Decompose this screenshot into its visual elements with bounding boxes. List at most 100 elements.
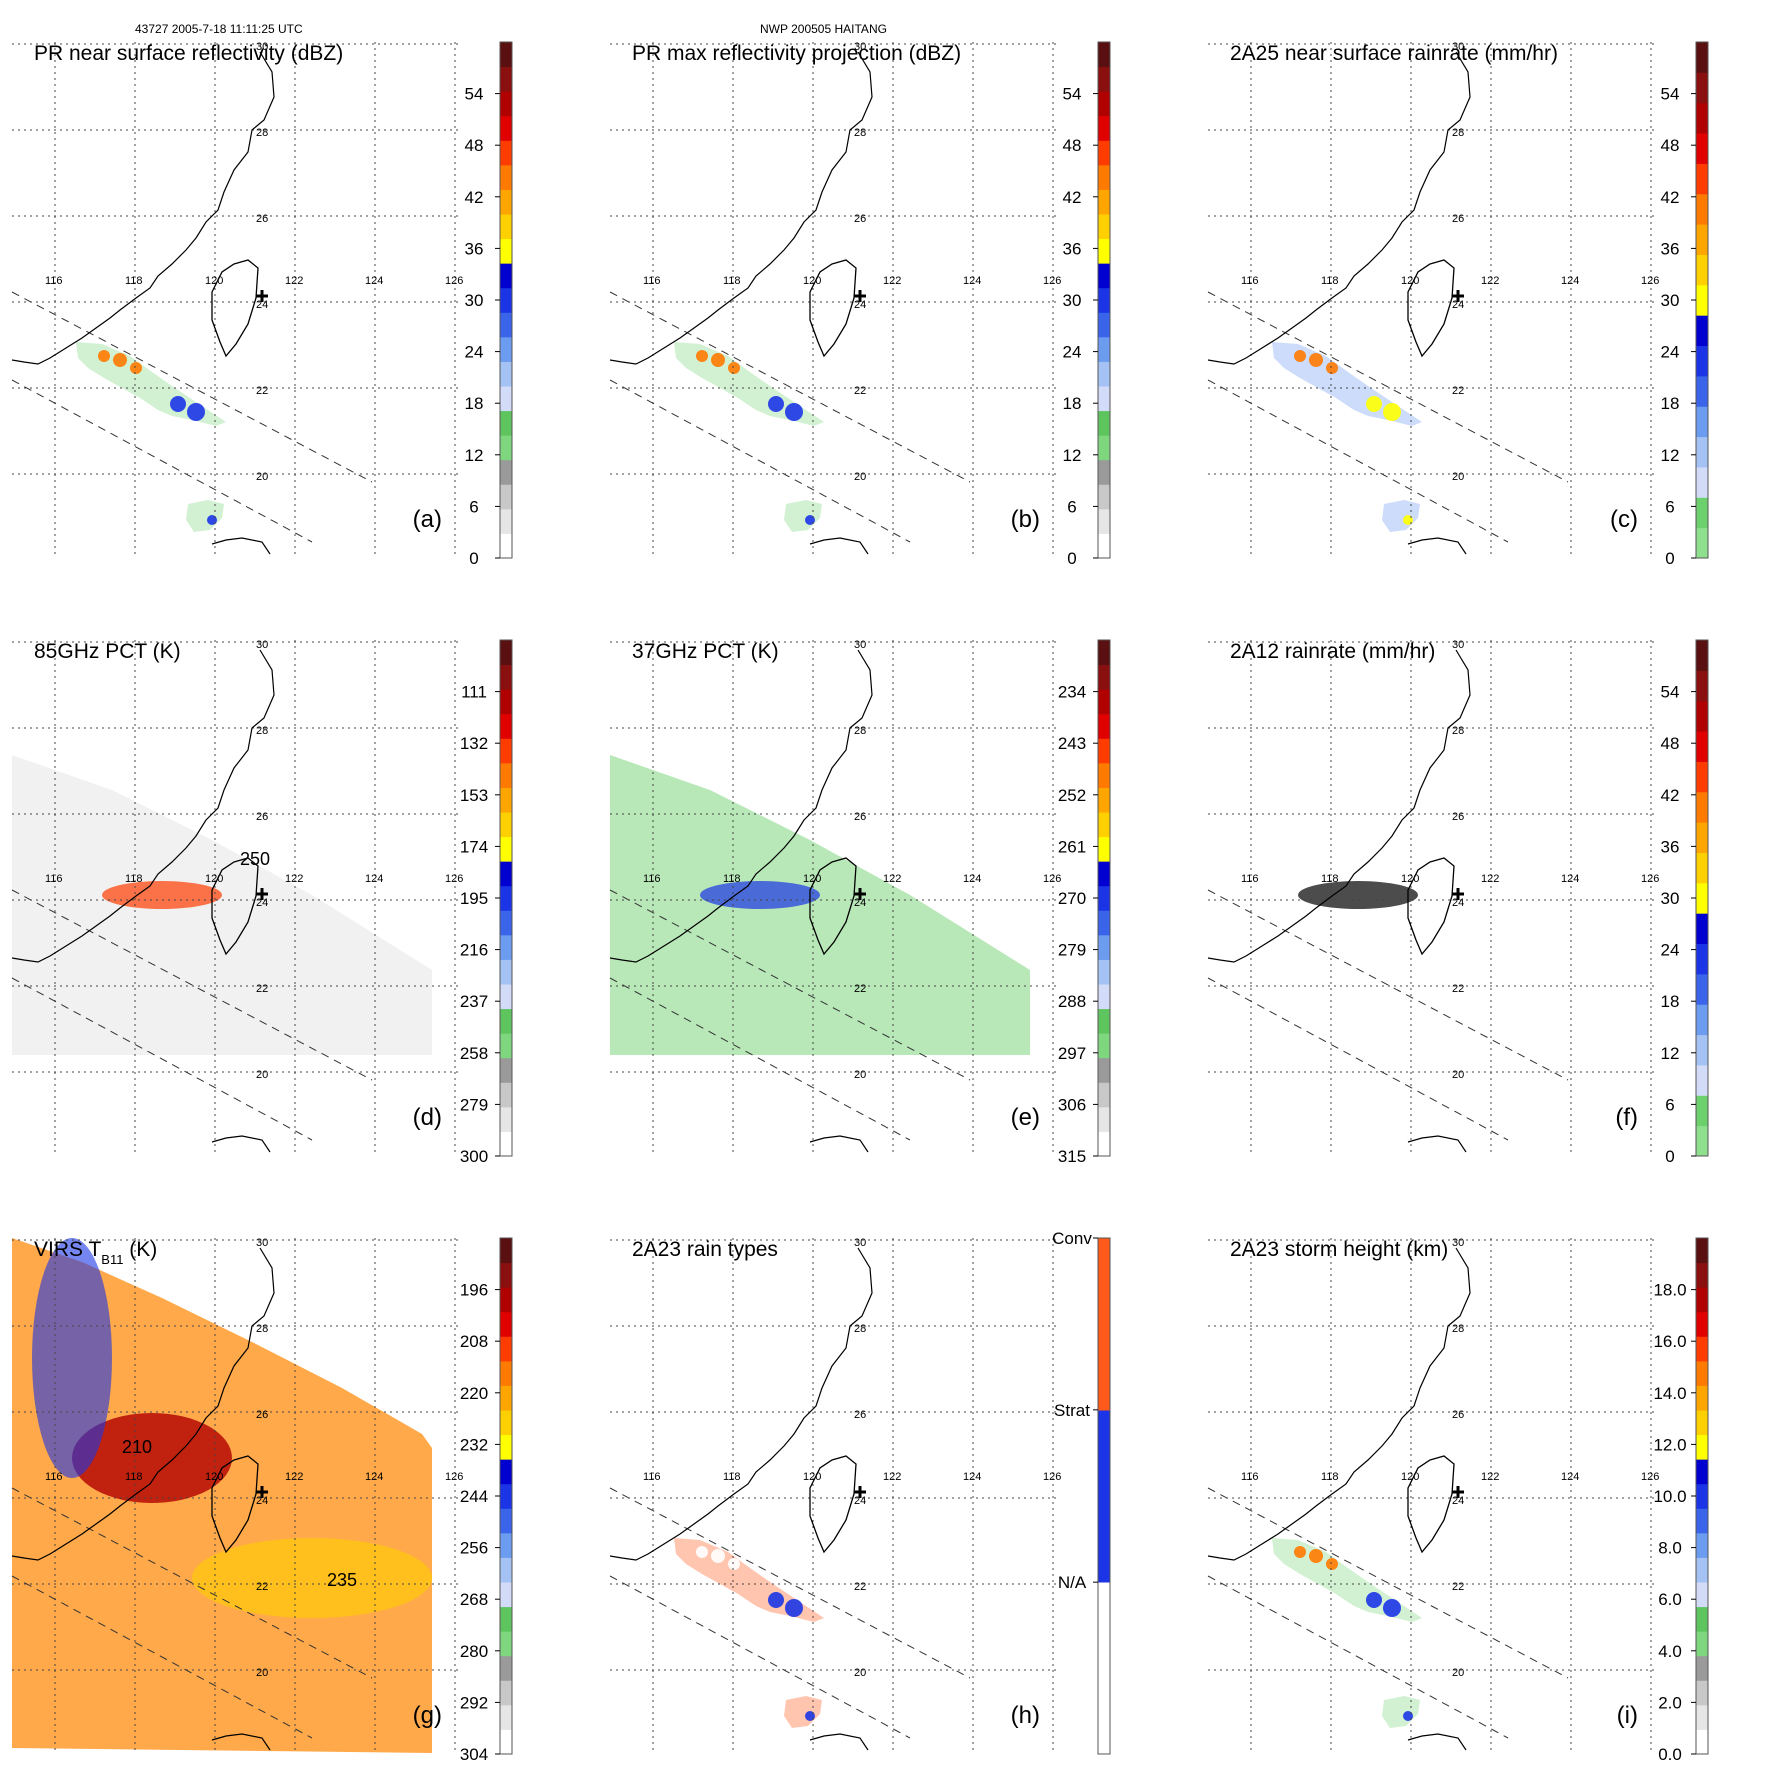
colorbar-tick-label: 14.0 — [1653, 1384, 1686, 1403]
colorbar-frame — [1097, 1237, 1111, 1755]
lat-label: 26 — [1452, 811, 1464, 823]
colorbar-tick-label: 288 — [1058, 992, 1086, 1011]
colorbar-segment — [500, 533, 512, 559]
luzon-coastline — [809, 1135, 869, 1153]
precip-swath — [784, 1696, 822, 1728]
colorbar-tick-label: 18 — [465, 394, 484, 413]
colorbar-tick-label: 111 — [461, 683, 487, 702]
lon-label: 120 — [205, 873, 223, 885]
colorbar-segment — [500, 1606, 512, 1632]
lon-label: 118 — [1321, 275, 1339, 287]
lon-label: 116 — [45, 873, 63, 885]
colorbar-segment — [500, 836, 512, 862]
colorbar-tick-label: 280 — [460, 1642, 488, 1661]
colorbar: 0 6 12 18 24 30 36 42 48 54 — [465, 41, 513, 568]
lon-label: 118 — [125, 873, 143, 885]
colorbar-tick-label: 54 — [465, 85, 484, 104]
lon-label: 126 — [1043, 1471, 1061, 1483]
colorbar-tick-label: 10.0 — [1653, 1487, 1686, 1506]
colorbar-segment — [1696, 42, 1708, 73]
lon-label: 124 — [963, 1471, 981, 1483]
lat-label: 30 — [1452, 639, 1464, 651]
colorbar-segment — [1098, 1033, 1110, 1059]
precip-core — [1294, 1546, 1306, 1558]
colorbar: 0 6 12 18 24 30 36 42 48 54 — [1661, 639, 1709, 1166]
colorbar-segment — [1696, 1125, 1708, 1157]
precip-swath — [1382, 500, 1420, 532]
contour-label: 250 — [240, 849, 270, 869]
colorbar-tick-label: 54 — [1063, 85, 1082, 104]
convective-band — [1298, 881, 1418, 909]
colorbar-tick-label: 0.0 — [1658, 1745, 1682, 1764]
taiwan-outline — [809, 259, 857, 358]
header-center: NWP 200505 HAITANG — [760, 22, 887, 36]
colorbar-segment — [1696, 1459, 1708, 1485]
lon-label: 122 — [285, 873, 303, 885]
taiwan-outline — [1407, 857, 1455, 956]
lat-label: 22 — [1452, 1581, 1464, 1593]
colorbar-segment — [1098, 762, 1110, 788]
lat-label: 28 — [1452, 725, 1464, 737]
colorbar-segment — [500, 115, 512, 141]
colorbar-segment — [1696, 527, 1708, 559]
colorbar-segment — [500, 91, 512, 117]
lon-label: 124 — [365, 275, 383, 287]
colorbar-segment — [1098, 713, 1110, 739]
lat-lon-grid — [610, 640, 1060, 1155]
colorbar-tick-label: 42 — [1661, 188, 1680, 207]
lat-label: 28 — [256, 1323, 268, 1335]
colorbar-segment — [1696, 1557, 1708, 1583]
lon-label: 122 — [1481, 1471, 1499, 1483]
precip-core — [711, 353, 725, 367]
swath-edges — [609, 291, 971, 543]
colorbar: 0.0 2.0 4.0 6.0 8.0 10.0 12.0 14.0 16.0 18.0 — [1653, 1237, 1709, 1764]
colorbar-segment — [500, 762, 512, 788]
lon-label: 120 — [803, 1471, 821, 1483]
colorbar-segment — [500, 1483, 512, 1509]
lon-label: 118 — [125, 275, 143, 287]
lat-label: 20 — [1452, 471, 1464, 483]
colorbar-tick-label: 270 — [1058, 889, 1086, 908]
precip-core — [768, 1592, 784, 1608]
lon-label: 118 — [723, 873, 741, 885]
lon-label: 122 — [285, 275, 303, 287]
lat-label: 26 — [256, 213, 268, 225]
lat-label: 28 — [1452, 1323, 1464, 1335]
colorbar-tick-label: 243 — [1058, 734, 1086, 753]
swath-edge-north — [609, 291, 971, 483]
lat-lon-grid — [1208, 640, 1658, 1155]
colorbar-segment — [1696, 406, 1708, 438]
colorbar-segment — [500, 1508, 512, 1534]
lat-label: 26 — [256, 811, 268, 823]
colorbar-tick-label: 24 — [1661, 343, 1680, 362]
mid-region — [192, 1538, 432, 1618]
panel-i: 116 118 120 122 124 126 30 28 26 24 22 20 2A23 storm… — [1207, 1237, 1709, 1764]
colorbar-tick-label: 18 — [1661, 992, 1680, 1011]
colorbar-segment — [500, 787, 512, 813]
panel-g: 116 118 120 122 124 126302826242220210235VIRS… — [11, 1237, 513, 1764]
colorbar-segment — [1696, 284, 1708, 316]
storm-center-icon — [854, 290, 866, 302]
colorbar-segment — [500, 484, 512, 510]
colorbar-segment — [1696, 882, 1708, 914]
precip-swath — [76, 342, 226, 426]
contour-label: 235 — [327, 1570, 357, 1590]
colorbar-segment — [500, 1287, 512, 1313]
colorbar-tick-label: 18.0 — [1653, 1281, 1686, 1300]
lat-lon-grid — [610, 42, 1060, 557]
lon-label: 116 — [1241, 873, 1259, 885]
lat-lon-grid — [12, 640, 462, 1155]
colorbar-segment — [1696, 852, 1708, 884]
precip-swath — [674, 1538, 824, 1622]
colorbar-segment — [500, 1557, 512, 1583]
colorbar-segment — [1098, 959, 1110, 985]
colorbar-tick-label: 30 — [1661, 889, 1680, 908]
colorbar-segment — [1098, 42, 1110, 68]
lat-label: 24 — [1452, 897, 1464, 909]
colorbar-segment — [500, 1262, 512, 1288]
colorbar-segment — [500, 1057, 512, 1083]
china-coastline — [609, 649, 873, 963]
colorbar-segment — [1098, 533, 1110, 559]
panel-title: 2A23 storm height (km) — [1230, 1238, 1448, 1261]
